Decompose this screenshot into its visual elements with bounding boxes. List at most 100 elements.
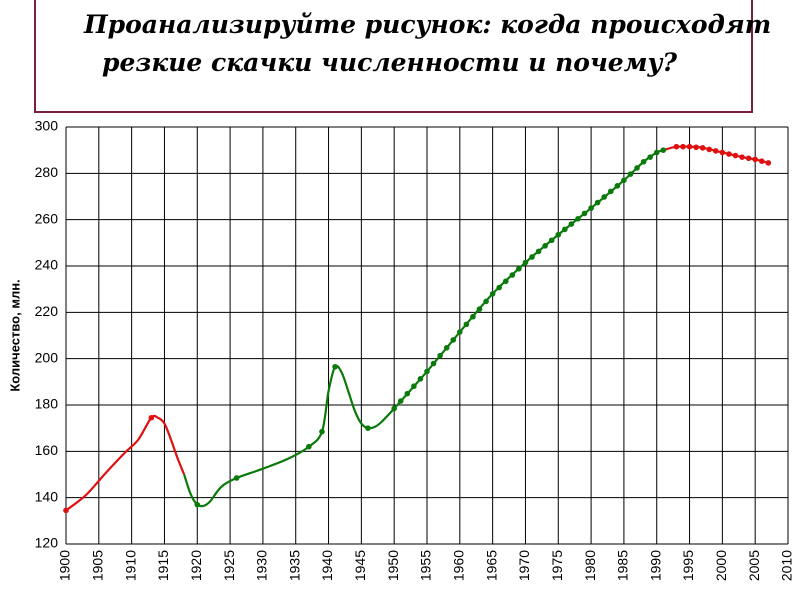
data-point-growth [476,306,483,312]
data-point-growth [450,337,457,343]
y-tick-label: 200 [35,349,59,365]
data-point-growth [417,376,424,382]
data-point-decline [745,155,752,162]
data-point-growth [562,226,568,233]
x-tick-label: 1960 [451,550,467,581]
data-point-growth [588,205,594,211]
x-tick-label: 2000 [713,550,729,581]
data-point-growth [516,265,522,272]
data-point-decline [693,144,699,151]
data-point-growth [391,405,397,412]
x-tick-label: 1965 [483,550,499,581]
data-point-growth [430,360,437,367]
x-tick-label: 1925 [221,550,237,581]
chart-series [65,145,769,512]
data-point-growth [522,259,529,266]
data-point-decline [713,148,719,154]
data-point-growth [647,154,653,160]
slide-title-line-2: резкие скачки численности и почему? [102,48,678,77]
y-tick-label: 160 [35,442,59,458]
data-point-growth [483,298,489,305]
y-tick-label: 120 [35,535,59,551]
series-line-decline [65,414,186,512]
x-tick-label: 1935 [286,550,302,581]
series-line-growth [183,149,664,508]
data-point-growth [332,363,338,370]
data-point-growth [555,231,562,238]
data-point-growth [627,171,634,177]
data-point-decline [148,414,155,421]
y-axis-tick-labels: 120 140 160 180 200 220 240 260 280 300 [35,118,59,551]
slide-title-line-1: Проанализируйте рисунок: когда происходя… [84,10,772,39]
data-point-decline [739,154,745,160]
data-point-growth [233,475,240,481]
data-point-decline [680,143,686,150]
x-tick-label: 1930 [254,550,270,581]
data-point-growth [365,425,371,431]
data-point-growth [502,278,509,285]
x-tick-label: 1995 [680,550,696,581]
data-point-growth [509,272,516,278]
data-point-growth [601,194,608,200]
data-point-growth [542,243,548,249]
data-point-decline [63,507,69,514]
data-point-growth [443,344,450,351]
data-point-growth [640,158,647,165]
data-point-decline [706,146,713,153]
x-tick-label: 1915 [155,550,171,581]
data-point-decline [699,145,706,151]
slide-title-box: Проанализируйте рисунок: когда происходя… [34,0,771,113]
x-tick-label: 1985 [615,550,631,581]
x-tick-label: 1970 [516,550,532,581]
y-tick-label: 280 [35,164,59,180]
chart-grid [65,126,789,545]
x-tick-label: 1955 [418,550,434,581]
y-tick-label: 260 [35,210,59,226]
y-tick-label: 140 [35,488,59,504]
data-point-decline [673,143,680,150]
data-point-decline [726,151,732,157]
data-point-decline [732,152,739,159]
data-point-growth [496,284,503,291]
data-point-growth [404,390,411,397]
x-tick-label: 1945 [352,550,368,581]
data-point-decline [686,143,693,150]
data-point-growth [653,149,660,156]
data-point-decline [719,149,726,156]
data-point-growth [581,210,588,217]
x-axis-tick-labels: 1900 1905 1910 1915 1920 1925 1930 1935 1940 1945… [57,550,795,581]
data-point-growth [397,398,404,404]
x-tick-label: 1940 [319,550,335,581]
data-point-growth [319,428,325,435]
x-tick-label: 1900 [57,550,73,581]
data-point-growth [621,177,627,184]
data-point-growth [575,215,581,222]
x-tick-label: 2010 [779,550,795,581]
y-tick-label: 240 [35,257,59,273]
y-tick-label: 220 [35,303,59,319]
data-point-growth [489,291,496,297]
data-point-growth [194,501,201,508]
data-point-growth [306,443,312,450]
data-point-growth [411,383,417,390]
chart-markers [63,143,772,514]
x-tick-label: 1950 [385,550,401,581]
data-point-growth [607,188,614,195]
data-point-growth [535,248,542,255]
data-point-decline [758,158,765,164]
y-tick-label: 180 [35,396,59,412]
data-point-growth [463,321,470,328]
x-tick-label: 1910 [122,550,138,581]
data-point-growth [457,329,463,335]
y-axis-title: Количество, млн. [7,279,22,391]
x-tick-label: 2005 [746,550,762,581]
data-point-growth [529,254,535,260]
x-tick-label: 1975 [549,550,565,581]
x-tick-label: 1980 [582,550,598,581]
data-point-decline [752,156,758,163]
data-point-growth [634,165,640,171]
data-point-growth [437,352,443,359]
data-point-growth [594,199,601,206]
data-point-growth [424,368,430,375]
